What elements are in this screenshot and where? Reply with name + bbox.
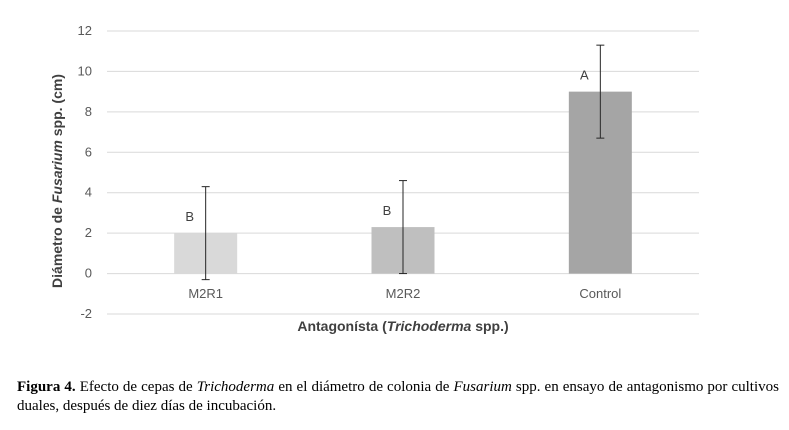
x-tick-label: M2R2 (386, 286, 421, 301)
data-label: B (383, 203, 392, 218)
y-tick-label: -2 (80, 306, 92, 321)
x-tick-label: M2R1 (188, 286, 223, 301)
y-tick-label: 0 (85, 266, 92, 281)
x-tick-label: Control (579, 286, 621, 301)
error-bars (201, 44, 605, 281)
caption-label: Figura 4. (17, 379, 76, 395)
y-tick-label: 12 (78, 23, 92, 38)
bar-chart: -2 0 2 4 6 8 10 12 B B A M2R1 M2R2 Control Diámetro… (49, 23, 699, 334)
x-axis-ticks: M2R1 M2R2 Control (188, 286, 621, 301)
y-tick-label: 4 (85, 185, 92, 200)
data-label: B (185, 209, 194, 224)
caption-text-2: en el diámetro de colonia de (274, 379, 454, 395)
x-axis-title: Antagonísta (Trichoderma spp.) (297, 318, 508, 334)
y-axis-title: Diámetro de Fusarium spp. (cm) (49, 74, 65, 288)
data-label: A (580, 68, 589, 83)
y-tick-label: 8 (85, 104, 92, 119)
y-tick-label: 6 (85, 144, 92, 159)
y-tick-label: 10 (78, 63, 92, 78)
data-labels: B B A (185, 68, 589, 224)
caption-italic-1: Trichoderma (196, 379, 275, 395)
caption-text-3: spp. en ensayo de antagonismo por cultiv… (17, 379, 779, 414)
caption-text-1: Efecto de cepas de (75, 379, 197, 395)
y-tick-label: 2 (85, 225, 92, 240)
y-axis-ticks: -2 0 2 4 6 8 10 12 (78, 23, 92, 321)
caption-italic-2: Fusarium (453, 379, 512, 395)
figure-caption: Figura 4. Efecto de cepas de Trichoderma… (17, 378, 779, 416)
